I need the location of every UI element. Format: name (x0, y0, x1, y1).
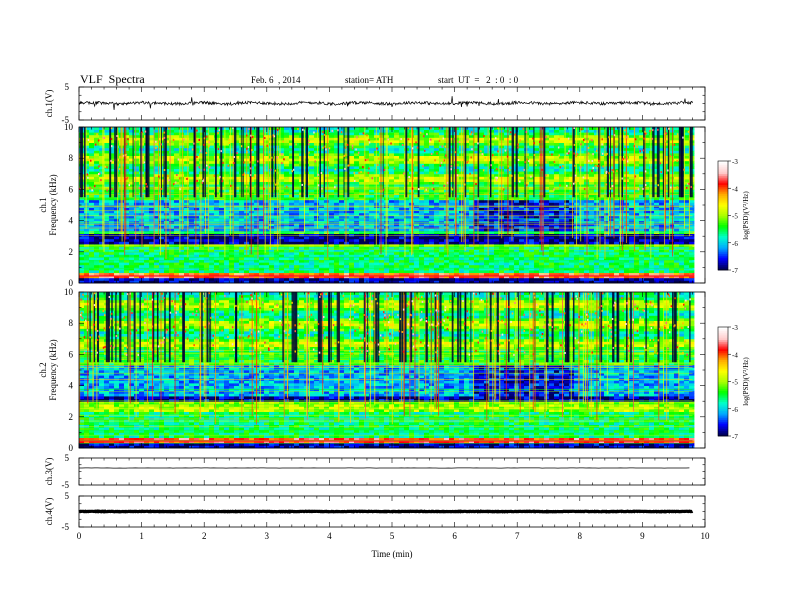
ch1-spectrogram-ytick-label: 6 (69, 184, 74, 194)
ch2-colorbar-label: log(PSD)(V²/Hz) (742, 357, 750, 406)
ch1-spectrogram-ytick-label: 2 (69, 247, 74, 257)
ch4-waveform-ytick-label: 5 (65, 491, 70, 501)
ch3-waveform-ylabel: ch.3(V) (44, 458, 54, 486)
time-tick-label: 9 (640, 531, 645, 541)
time-tick-label: 1 (139, 531, 144, 541)
ch1-spectrogram-heatmap (79, 127, 695, 284)
ch1-colorbar-tick-label: -4 (732, 185, 738, 193)
ch1-spectrogram-ytick-label: 8 (69, 153, 74, 163)
ch2-spectrogram-ylabel: ch.2Frequency (kHz) (38, 339, 58, 400)
ch1-spectrogram-ytick-label: 4 (69, 216, 74, 226)
ch1-spectrogram-ytick-label: 0 (69, 278, 74, 288)
ch2-colorbar-tick-label: -3 (732, 324, 738, 332)
ch2-spectrogram-ytick-label: 6 (69, 349, 74, 359)
time-tick-label: 8 (578, 531, 583, 541)
ch1-waveform-trace (78, 96, 693, 110)
ch4-waveform-trace (78, 509, 694, 514)
ch2-spectrogram-ytick-label: 0 (69, 443, 74, 453)
ch3-waveform-ytick-label: -5 (62, 480, 70, 490)
ch1-colorbar-tick-label: -6 (732, 240, 738, 248)
ch2-spectrogram-heatmap (79, 292, 695, 449)
ch3-waveform-ytick-label: 5 (65, 453, 70, 463)
ch1-colorbar-tick-label: -5 (732, 213, 738, 221)
date-label: Feb. 6 , 2014 (251, 75, 301, 85)
ch2-colorbar-tick-label: -4 (732, 351, 738, 359)
time-axis-label: Time (min) (372, 549, 413, 559)
ch1-colorbar-label: log(PSD)(V²/Hz) (742, 191, 750, 240)
ch2-spectrogram-ytick-label: 8 (69, 318, 74, 328)
ch2-colorbar (718, 327, 728, 437)
ch1-spectrogram-ylabel: ch.1Frequency (kHz) (38, 174, 58, 235)
time-tick-label: 0 (77, 531, 82, 541)
ch2-colorbar-tick-label: -6 (732, 406, 738, 414)
ch2-colorbar-tick-label: -5 (732, 379, 738, 387)
ch1-colorbar-tick-label: -7 (732, 267, 738, 275)
time-tick-label: 5 (390, 531, 395, 541)
ch4-waveform-ytick-label: -5 (62, 522, 70, 532)
ch1-colorbar-tick-label: -3 (732, 158, 738, 166)
ch2-spectrogram-ytick-label: 10 (64, 287, 74, 297)
time-tick-label: 2 (202, 531, 207, 541)
time-tick-label: 10 (701, 531, 711, 541)
time-tick-label: 6 (452, 531, 457, 541)
ch1-colorbar (718, 161, 728, 271)
ch2-colorbar-tick-label: -7 (732, 433, 738, 441)
ch1-spectrogram-ytick-label: 10 (64, 122, 74, 132)
time-tick-label: 7 (515, 531, 520, 541)
figure-title: VLF Spectra (80, 72, 145, 86)
ch1-waveform-ytick-label: -5 (62, 115, 70, 125)
ch2-spectrogram-ytick-label: 2 (69, 412, 74, 422)
ch1-waveform-ytick-label: 5 (65, 82, 70, 92)
station-label: station= ATH (345, 75, 394, 85)
start-time-label: start UT = 2 : 0 : 0 (438, 75, 519, 85)
ch2-spectrogram-ytick-label: 4 (69, 381, 74, 391)
time-tick-label: 4 (327, 531, 332, 541)
ch1-waveform-ylabel: ch.1(V) (44, 90, 54, 118)
ch4-waveform-ylabel: ch.4(V) (44, 498, 54, 526)
time-tick-label: 3 (265, 531, 270, 541)
